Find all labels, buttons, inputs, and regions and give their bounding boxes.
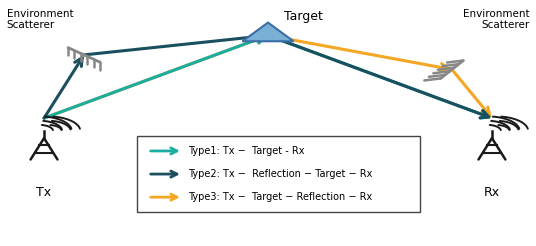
Text: Type1: Tx −  Target - Rx: Type1: Tx − Target - Rx: [188, 146, 304, 156]
Text: Environment
Scatterer: Environment Scatterer: [463, 9, 529, 30]
Text: Environment
Scatterer: Environment Scatterer: [7, 9, 73, 30]
Text: Target: Target: [284, 10, 323, 23]
Polygon shape: [242, 23, 294, 41]
FancyBboxPatch shape: [137, 136, 420, 212]
Text: Tx: Tx: [36, 186, 51, 199]
Text: Rx: Rx: [484, 186, 500, 199]
Text: Type3: Tx −  Target − Reflection − Rx: Type3: Tx − Target − Reflection − Rx: [188, 192, 373, 202]
Text: Type2: Tx −  Reflection − Target − Rx: Type2: Tx − Reflection − Target − Rx: [188, 169, 373, 179]
